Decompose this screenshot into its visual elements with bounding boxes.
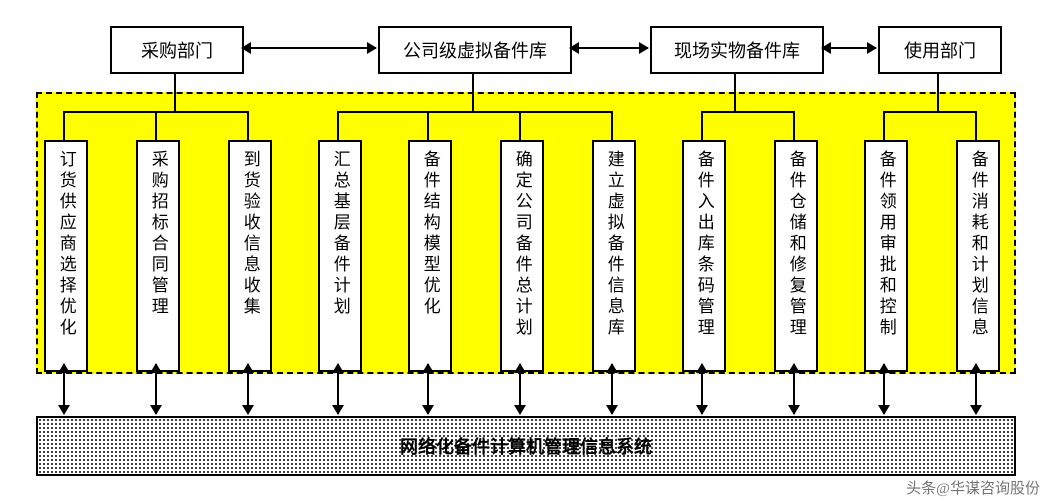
connector-hline: [337, 111, 613, 113]
connector-drop: [337, 112, 339, 140]
arrow-to-system: [975, 364, 977, 414]
arrow-to-system: [883, 364, 885, 414]
arrow-top-1-2: [570, 47, 648, 49]
top-box-virtual-warehouse: 公司级虚拟备件库: [378, 26, 572, 74]
arrow-to-system: [155, 364, 157, 414]
connector-drop: [63, 112, 65, 140]
arrow-top-0-1: [242, 47, 376, 49]
connector-hline: [883, 111, 977, 113]
arrow-to-system: [63, 364, 65, 414]
top-box-user-dept: 使用部门: [878, 26, 1002, 74]
connector-drop: [611, 112, 613, 140]
vbox-barcode-mgmt: 备件入出库条码管理: [682, 140, 726, 372]
connector-drop: [701, 112, 703, 140]
bottom-system-band: 网络化备件计算机管理信息系统: [36, 416, 1016, 476]
vbox-summary-plan: 汇总基层备件计划: [318, 140, 362, 372]
connector-drop: [155, 112, 157, 140]
arrow-top-2-3: [822, 47, 876, 49]
arrow-to-system: [611, 364, 613, 414]
connector-drop: [247, 112, 249, 140]
connector-vline: [734, 72, 736, 112]
spare-parts-diagram: 采购部门 公司级虚拟备件库 现场实物备件库 使用部门 订货供应商选择优化 采购招…: [0, 0, 1052, 504]
vbox-storage-repair: 备件仓储和修复管理: [774, 140, 818, 372]
arrow-to-system: [701, 364, 703, 414]
vbox-issue-approval: 备件领用审批和控制: [864, 140, 908, 372]
vbox-consumption-info: 备件消耗和计划信息: [956, 140, 1000, 372]
connector-drop: [519, 112, 521, 140]
connector-vline: [472, 72, 474, 112]
vbox-company-plan: 确定公司备件总计划: [500, 140, 544, 372]
vbox-goods-receipt: 到货验收信息收集: [228, 140, 272, 372]
arrow-to-system: [427, 364, 429, 414]
connector-vline: [937, 72, 939, 112]
connector-drop: [883, 112, 885, 140]
vbox-purchase-contract: 采购招标合同管理: [136, 140, 180, 372]
watermark: 头条@华谋咨询股份: [906, 477, 1040, 498]
vbox-virtual-info-lib: 建立虚拟备件信息库: [592, 140, 636, 372]
top-box-purchasing: 采购部门: [110, 26, 244, 74]
connector-drop: [427, 112, 429, 140]
connector-drop: [793, 112, 795, 140]
top-box-physical-warehouse: 现场实物备件库: [650, 26, 824, 74]
connector-hline: [701, 111, 795, 113]
connector-drop: [975, 112, 977, 140]
connector-vline: [174, 72, 176, 112]
arrow-to-system: [793, 364, 795, 414]
vbox-supplier-selection: 订货供应商选择优化: [44, 140, 88, 372]
arrow-to-system: [247, 364, 249, 414]
arrow-to-system: [519, 364, 521, 414]
arrow-to-system: [337, 364, 339, 414]
vbox-model-optimize: 备件结构模型优化: [408, 140, 452, 372]
